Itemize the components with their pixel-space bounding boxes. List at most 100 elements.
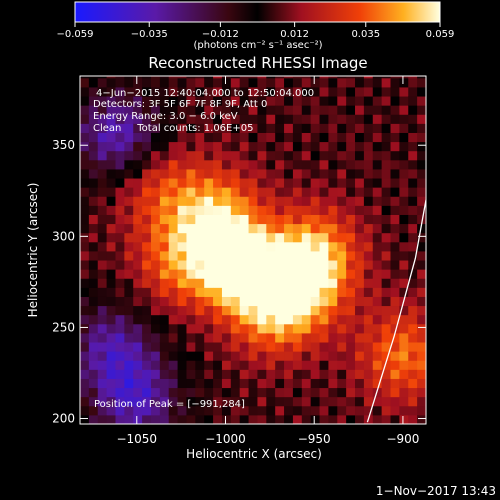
heatmap-cell (390, 323, 400, 334)
heatmap-cell (159, 378, 170, 389)
heatmap-cell (213, 96, 223, 106)
heatmap-cell (390, 76, 400, 79)
heatmap-cell (106, 269, 116, 279)
heatmap-cell (292, 369, 303, 379)
heatmap-cell (80, 269, 90, 279)
heatmap-cell (310, 168, 321, 179)
heatmap-cell (115, 396, 125, 407)
heatmap-cell (328, 305, 338, 316)
heatmap-cell (124, 132, 134, 143)
heatmap-cell (230, 178, 241, 188)
heatmap-cell (186, 168, 196, 179)
heatmap-cell (337, 114, 347, 124)
heatmap-cell (284, 105, 294, 115)
heatmap-cells (80, 76, 426, 424)
heatmap-cell (337, 150, 347, 161)
heatmap-cell (204, 269, 214, 279)
heatmap-cell (88, 96, 99, 106)
heatmap-cell (328, 269, 338, 279)
heatmap-cell (195, 196, 205, 206)
heatmap-cell (239, 250, 250, 261)
heatmap-cell (221, 323, 232, 334)
heatmap-cell (346, 214, 356, 225)
heatmap-cell (195, 150, 205, 161)
heatmap-cell (133, 405, 143, 416)
heatmap-cell (159, 323, 170, 334)
heatmap-cell (292, 96, 303, 106)
heatmap-cell (177, 250, 187, 261)
heatmap-cell (337, 232, 347, 243)
heatmap-cell (204, 196, 214, 206)
heatmap-cell (399, 323, 409, 334)
heatmap-cell (355, 378, 365, 389)
heatmap-cell (177, 387, 187, 398)
heatmap-cell (124, 323, 134, 334)
heatmap-cell (106, 405, 116, 416)
heatmap-cell (248, 114, 258, 124)
heatmap-cell (186, 96, 196, 106)
heatmap-cell (399, 278, 409, 288)
heatmap-cell (248, 77, 258, 88)
colorbar-tick-label: −0.059 (56, 29, 93, 40)
heatmap-cell (248, 269, 258, 279)
heatmap-cell (239, 141, 250, 152)
heatmap-cell (168, 196, 179, 206)
heatmap-cell (275, 232, 285, 243)
heatmap-cell (399, 205, 409, 215)
heatmap-cell (381, 332, 392, 343)
heatmap-cell (213, 414, 223, 424)
heatmap-cell (239, 105, 250, 115)
heatmap-cell (80, 196, 90, 206)
heatmap-cell (195, 123, 205, 133)
heatmap-cell (159, 360, 170, 370)
heatmap-cell (106, 187, 116, 197)
heatmap-cell (115, 314, 125, 325)
heatmap-cell (337, 314, 347, 325)
heatmap-cell (150, 132, 161, 143)
heatmap-cell (142, 214, 152, 225)
heatmap-cell (275, 77, 285, 88)
heatmap-cell (150, 123, 161, 133)
heatmap-cell (186, 287, 196, 297)
heatmap-cell (301, 332, 312, 343)
heatmap-cell (275, 223, 285, 234)
heatmap-cell (346, 132, 356, 143)
heatmap-cell (337, 351, 347, 361)
heatmap-cell (133, 168, 143, 179)
heatmap-cell (310, 360, 321, 370)
heatmap-cell (301, 76, 312, 79)
heatmap-cell (399, 76, 409, 79)
heatmap-cell (399, 132, 409, 143)
heatmap-cell (213, 214, 223, 225)
heatmap-cell (390, 223, 400, 234)
heatmap-cell (266, 141, 276, 152)
heatmap-cell (124, 269, 134, 279)
heatmap-cell (417, 141, 426, 152)
heatmap-cell (168, 351, 179, 361)
heatmap-cell (133, 232, 143, 243)
heatmap-cell (115, 414, 125, 424)
heatmap-cell (372, 168, 383, 179)
heatmap-cell (97, 269, 108, 279)
heatmap-cell (195, 205, 205, 215)
heatmap-cell (195, 178, 205, 188)
heatmap-cell (213, 132, 223, 143)
heatmap-cell (292, 351, 303, 361)
heatmap-cell (115, 323, 125, 334)
heatmap-cell (186, 196, 196, 206)
heatmap-cell (390, 369, 400, 379)
heatmap-cell (310, 114, 321, 124)
heatmap-cell (292, 114, 303, 124)
heatmap-cell (88, 132, 99, 143)
heatmap-cell (230, 360, 241, 370)
heatmap-cell (372, 114, 383, 124)
heatmap-cell (230, 76, 241, 79)
heatmap-cell (355, 105, 365, 115)
heatmap-cell (133, 332, 143, 343)
heatmap-cell (399, 287, 409, 297)
heatmap-cell (97, 332, 108, 343)
heatmap-cell (230, 141, 241, 152)
heatmap-cell (177, 187, 187, 197)
heatmap-cell (115, 369, 125, 379)
heatmap-cell (363, 314, 374, 325)
